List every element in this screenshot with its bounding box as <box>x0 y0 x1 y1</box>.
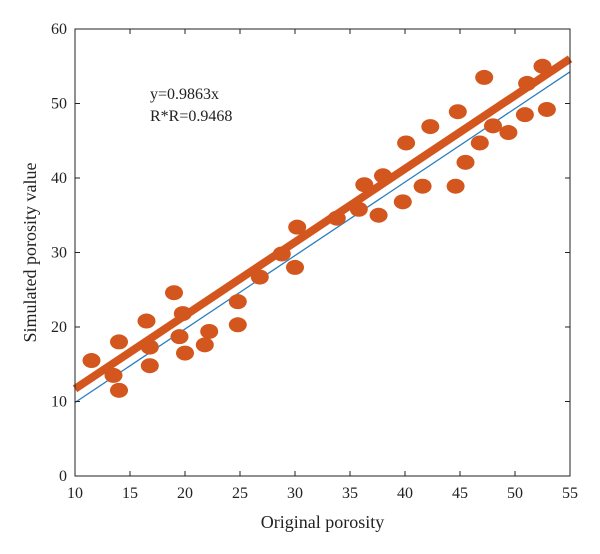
data-point <box>537 101 556 117</box>
data-point <box>228 317 247 333</box>
data-point <box>140 358 159 374</box>
data-point <box>104 367 123 383</box>
data-point <box>173 306 192 322</box>
data-point <box>475 69 494 85</box>
y-tick-label: 60 <box>51 21 67 38</box>
x-tick-label: 25 <box>232 485 248 502</box>
y-tick-label: 20 <box>51 319 67 336</box>
x-tick-label: 20 <box>177 485 193 502</box>
data-point <box>374 168 392 184</box>
fit-line-layer <box>72 55 573 393</box>
data-point <box>369 207 388 223</box>
data-point <box>82 353 101 369</box>
data-point <box>137 313 156 329</box>
x-tick-label: 10 <box>67 485 83 502</box>
x-tick-label: 15 <box>122 485 138 502</box>
data-point <box>393 194 412 210</box>
data-point <box>515 107 534 123</box>
r-squared-annotation: R*R=0.9468 <box>150 108 232 125</box>
data-point <box>250 269 269 285</box>
data-point <box>355 177 374 193</box>
data-point <box>195 337 214 353</box>
data-point <box>170 329 189 345</box>
data-point <box>518 75 537 91</box>
data-point <box>484 118 502 134</box>
y-tick-label: 40 <box>51 170 67 187</box>
data-point <box>448 104 467 120</box>
data-point <box>288 219 307 235</box>
data-point <box>446 178 465 194</box>
x-tick-label: 40 <box>397 485 413 502</box>
data-point <box>421 119 440 135</box>
data-point <box>140 339 159 355</box>
data-point <box>470 135 489 151</box>
equation-annotation: y=0.9863x <box>150 86 219 103</box>
x-tick-label: 35 <box>342 485 358 502</box>
data-point <box>499 125 518 141</box>
x-axis-label: Original porosity <box>261 512 385 532</box>
data-point <box>456 154 475 170</box>
data-point <box>176 345 194 361</box>
data-point <box>110 382 128 398</box>
y-ticks: 0 10 20 30 40 50 60 <box>51 21 570 485</box>
x-tick-label: 45 <box>452 485 468 502</box>
y-tick-label: 30 <box>51 245 67 262</box>
x-tick-label: 55 <box>562 485 578 502</box>
data-point <box>110 334 128 350</box>
data-point <box>228 294 247 310</box>
data-point <box>286 259 304 275</box>
points-layer <box>82 58 556 398</box>
fit-line <box>72 55 573 393</box>
x-tick-label: 30 <box>287 485 303 502</box>
data-point <box>165 285 183 301</box>
data-point <box>413 178 432 194</box>
data-point <box>327 210 346 226</box>
x-tick-label: 50 <box>507 485 523 502</box>
data-point <box>349 201 368 217</box>
data-point <box>200 323 219 339</box>
y-tick-label: 50 <box>51 96 67 113</box>
y-tick-label: 0 <box>59 468 67 485</box>
data-point <box>533 58 552 74</box>
data-point <box>272 246 291 262</box>
data-point <box>397 135 416 151</box>
x-ticks: 10 15 20 25 30 35 40 45 50 55 <box>67 29 578 502</box>
y-axis-label: Simulated porosity value <box>20 163 40 343</box>
y-tick-label: 10 <box>51 394 67 411</box>
